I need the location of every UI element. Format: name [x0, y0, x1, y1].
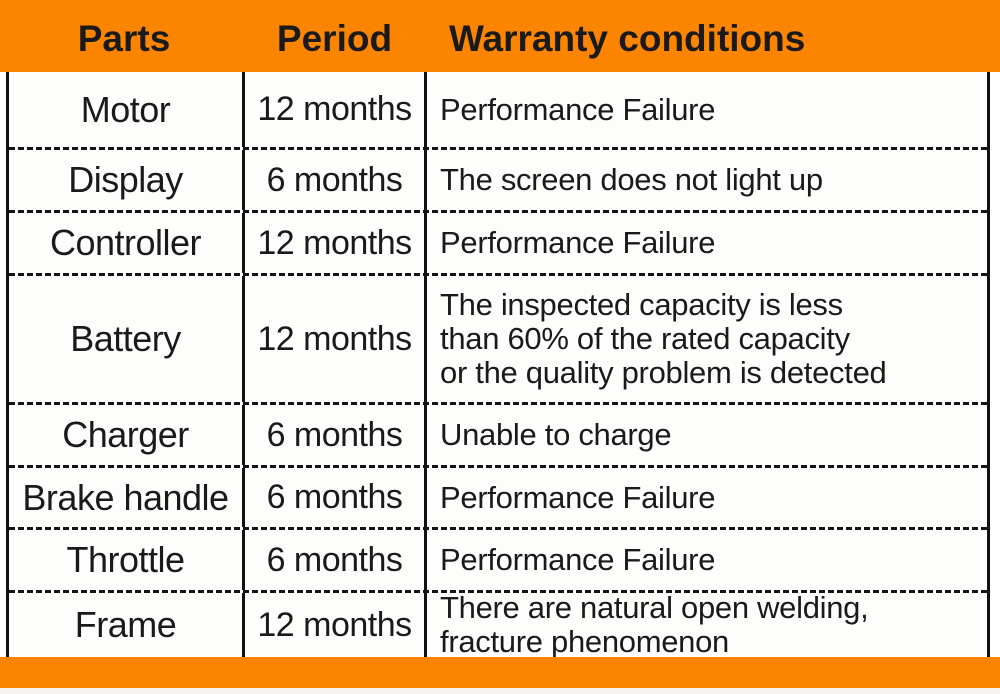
period-cell: 12 months — [242, 72, 424, 147]
part-cell: Charger — [62, 414, 189, 455]
header-bar: Parts Period Warranty conditions — [0, 0, 1000, 72]
header-parts-label: Parts — [77, 18, 171, 59]
condition-cell: Performance Failure — [424, 468, 987, 527]
period-cell: 6 months — [242, 405, 424, 465]
condition-cell: Performance Failure — [424, 72, 987, 147]
part-cell: Battery — [70, 318, 181, 359]
table-row: Controller 12 months Performance Failure — [9, 210, 987, 273]
condition-cell: The inspected capacity is less than 60% … — [424, 276, 987, 402]
part-cell: Brake handle — [22, 476, 229, 518]
part-cell: Display — [68, 159, 183, 200]
part-cell: Controller — [49, 222, 202, 263]
period-cell: 12 months — [242, 276, 424, 402]
bottom-strip — [0, 688, 1000, 694]
condition-cell: Unable to charge — [424, 405, 987, 465]
part-cell: Frame — [74, 604, 177, 645]
condition-cell: Performance Failure — [424, 530, 987, 590]
table-row: Frame 12 months There are natural open w… — [9, 590, 987, 657]
table-row: Battery 12 months The inspected capacity… — [9, 273, 987, 402]
table-row: Display 6 months The screen does not lig… — [9, 147, 987, 210]
table-row: Brake handle 6 months Performance Failur… — [9, 465, 987, 527]
header-conditions-label: Warranty conditions — [449, 18, 806, 59]
condition-cell: Performance Failure — [424, 213, 987, 273]
header-period-label: Period — [276, 18, 393, 59]
period-cell: 6 months — [242, 530, 424, 590]
part-cell: Throttle — [66, 539, 185, 580]
table-row: Motor 12 months Performance Failure — [9, 72, 987, 147]
period-cell: 6 months — [242, 150, 424, 210]
warranty-table: Motor 12 months Performance Failure Disp… — [6, 72, 990, 657]
table-row: Throttle 6 months Performance Failure — [9, 527, 987, 590]
table-row: Charger 6 months Unable to charge — [9, 402, 987, 465]
part-cell: Motor — [80, 88, 171, 130]
period-cell: 12 months — [242, 593, 424, 657]
condition-cell: There are natural open welding, fracture… — [424, 593, 987, 657]
condition-cell: The screen does not light up — [424, 150, 987, 210]
period-cell: 12 months — [242, 213, 424, 273]
footer-bar — [0, 657, 1000, 688]
period-cell: 6 months — [242, 468, 424, 527]
